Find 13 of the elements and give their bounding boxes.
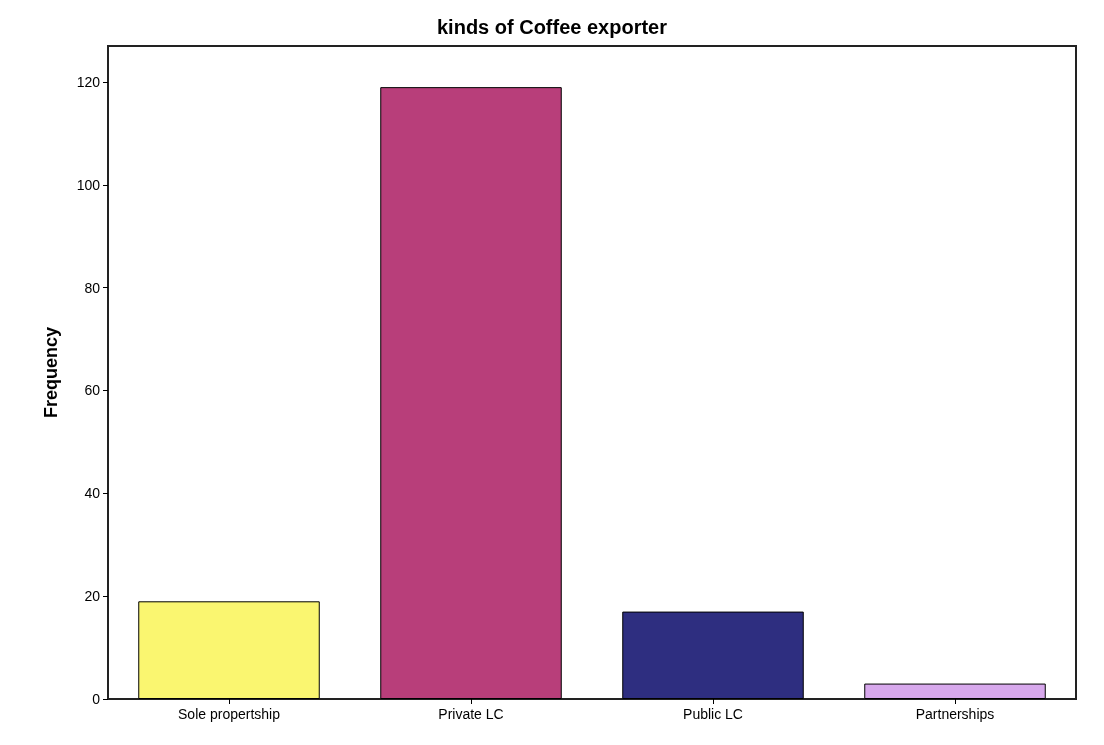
- y-tick-label: 20: [84, 588, 101, 605]
- x-tick-label: Partnerships: [915, 706, 995, 722]
- chart-title: kinds of Coffee exporter: [436, 16, 668, 38]
- y-axis-title: Frequency: [41, 326, 61, 419]
- x-tick-label: Sole propertship: [178, 706, 281, 722]
- y-tick-label: 60: [84, 382, 101, 399]
- y-tick-label: 40: [84, 485, 101, 502]
- y-tick-label: 0: [92, 691, 101, 707]
- y-tick-label: 100: [76, 176, 101, 193]
- x-tick-label: Public LC: [683, 706, 743, 722]
- y-tick-label: 80: [84, 279, 101, 296]
- x-tick-label: Private LC: [438, 706, 504, 722]
- y-tick-label: 120: [76, 73, 101, 90]
